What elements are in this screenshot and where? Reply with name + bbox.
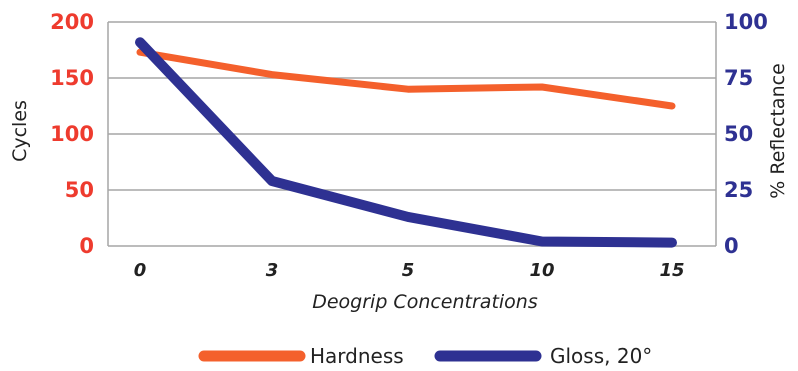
- gridlines: [108, 21, 716, 191]
- x-axis-title: Deogrip Concentrations: [312, 291, 538, 313]
- legend: Hardness Gloss, 20°: [198, 344, 652, 368]
- legend-label-hardness: Hardness: [310, 344, 404, 368]
- y-axis-left-title: Cycles: [9, 100, 31, 162]
- y-right-tick-75: 75: [724, 66, 753, 90]
- y-right-tick-50: 50: [724, 122, 753, 146]
- series-line-gloss: [135, 37, 677, 248]
- series-lines: [135, 37, 677, 248]
- y-right-tick-100: 100: [724, 10, 768, 34]
- y-left-tick-200: 200: [50, 10, 94, 34]
- x-tick-5: 5: [402, 260, 415, 281]
- y-left-tick-100: 100: [50, 122, 94, 146]
- y-left-tick-150: 150: [50, 66, 94, 90]
- y-axis-right-title: % Reflectance: [767, 63, 789, 199]
- y-left-tick-0: 0: [79, 234, 94, 258]
- legend-label-gloss: Gloss, 20°: [550, 344, 652, 368]
- y-right-tick-25: 25: [724, 178, 753, 202]
- x-tick-15: 15: [659, 260, 684, 281]
- series-line-hardness: [136, 48, 676, 110]
- x-tick-3: 3: [266, 260, 279, 281]
- x-tick-10: 10: [529, 260, 554, 281]
- x-tick-0: 0: [134, 260, 147, 281]
- y-left-tick-50: 50: [65, 178, 94, 202]
- tick-labels: 0 50 100 150 200 0 25 50 75 100 0 3 5 10 15: [50, 10, 768, 281]
- y-right-tick-0: 0: [724, 234, 739, 258]
